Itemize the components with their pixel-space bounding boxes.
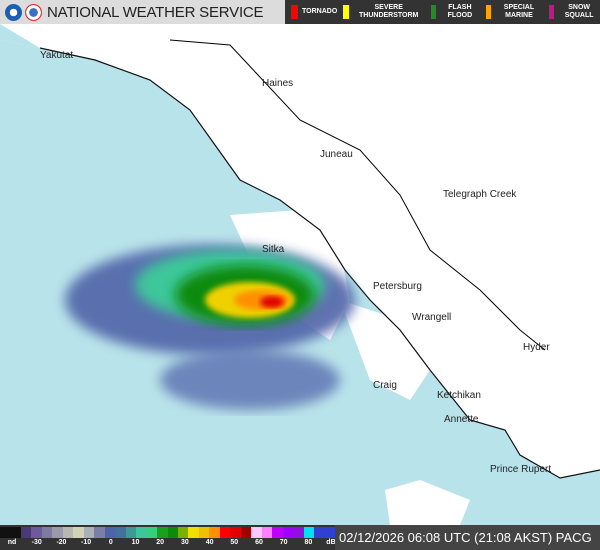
- legend-swatch: [485, 5, 492, 19]
- scale-tick: -30: [31, 539, 42, 546]
- city-label: Haines: [262, 78, 294, 89]
- legend-label: TORNADO: [302, 8, 338, 15]
- noaa-logo-icon: [5, 3, 22, 21]
- scale-color: [261, 527, 273, 538]
- legend-label: SEVERE THUNDERSTORM: [359, 4, 419, 19]
- dbz-scale: nd -30 -20 -10 0 10 20 30 40 50 60 70 80 dBZ: [0, 525, 340, 550]
- scale-ticks: nd -30 -20 -10 0 10 20 30 40 50 60 70 80 dBZ: [0, 538, 340, 550]
- scale-tick: 20: [156, 539, 165, 546]
- mainland-land: [0, 24, 600, 478]
- scale-tick: nd: [7, 539, 17, 546]
- city-label: Telegraph Creek: [443, 189, 517, 200]
- legend-swatch: [548, 5, 555, 19]
- legend-item: SNOW SQUALL: [548, 4, 600, 20]
- scale-tick: 40: [205, 539, 214, 546]
- scale-color: [251, 527, 262, 538]
- legend-label: SPECIAL MARINE: [503, 4, 535, 19]
- city-label: Sitka: [262, 244, 285, 255]
- legend-item: SEVERE THUNDERSTORM: [343, 4, 424, 20]
- island-land: [340, 300, 430, 400]
- city-label: Hyder: [523, 342, 550, 353]
- scale-color: [136, 527, 147, 538]
- border-line: [169, 39, 546, 351]
- scale-color: [230, 527, 241, 538]
- scale-color: [83, 527, 95, 538]
- legend-label: SNOW SQUALL: [564, 4, 594, 19]
- scale-color: [104, 527, 116, 538]
- scale-color: [303, 527, 315, 538]
- legend-item: TORNADO: [291, 5, 337, 19]
- scale-color: [314, 527, 325, 538]
- haida-gwaii: [385, 480, 470, 525]
- radar-echoes: [65, 245, 355, 410]
- scale-tick: 60: [255, 539, 263, 546]
- scale-color: [146, 527, 158, 538]
- scale-color: [0, 527, 11, 538]
- echo-light: [160, 350, 340, 410]
- scale-color: [41, 527, 53, 538]
- scale-colors: [0, 527, 335, 538]
- scale-color: [10, 527, 21, 538]
- scale-tick: -10: [81, 539, 92, 546]
- scale-color: [157, 527, 168, 538]
- scale-color: [125, 527, 137, 538]
- scale-color: [62, 527, 74, 538]
- legend-item: FLASH FLOOD: [430, 4, 480, 20]
- scale-tick: 80: [304, 539, 313, 546]
- scale-color: [293, 527, 304, 538]
- city-label: Wrangell: [412, 312, 452, 323]
- scale-color: [167, 527, 178, 538]
- scale-color: [272, 527, 283, 538]
- scale-color: [73, 527, 84, 538]
- scale-color: [209, 527, 220, 538]
- scale-color: [324, 527, 335, 538]
- city-label: Ketchikan: [437, 390, 481, 401]
- legend-item: SPECIAL MARINE: [485, 4, 543, 20]
- city-label: Yakutat: [40, 50, 74, 61]
- scale-tick: 10: [131, 539, 140, 546]
- scale-tick: 30: [180, 539, 189, 546]
- nws-logo-icon: [25, 3, 42, 21]
- legend-swatch: [430, 5, 437, 19]
- scale-color: [31, 527, 42, 538]
- nws-header: NATIONAL WEATHER SERVICE: [0, 0, 285, 24]
- scale-tick: -20: [56, 539, 67, 546]
- city-label: Juneau: [320, 149, 353, 160]
- coastline: [39, 47, 600, 479]
- scale-tick: dBZ: [326, 539, 340, 546]
- legend-swatch: [343, 5, 349, 19]
- scale-tick: 0: [108, 539, 113, 546]
- legend-swatch: [291, 5, 298, 19]
- scale-color: [20, 527, 32, 538]
- city-label: Annette: [444, 414, 479, 425]
- scale-tick: 50: [230, 539, 239, 546]
- scale-tick: 70: [279, 539, 288, 546]
- echo-intense: [260, 296, 284, 308]
- scale-color: [177, 527, 189, 538]
- timestamp: 02/12/2026 06:08 UTC (21:08 AKST) PACG: [335, 525, 600, 550]
- ocean-inlet: [0, 24, 40, 48]
- scale-color: [240, 527, 252, 538]
- scale-color: [219, 527, 231, 538]
- city-label: Craig: [373, 380, 397, 391]
- header-title: NATIONAL WEATHER SERVICE: [47, 3, 264, 21]
- city-label: Petersburg: [373, 281, 422, 292]
- scale-color: [188, 527, 199, 538]
- scale-color: [94, 527, 105, 538]
- scale-color: [115, 527, 126, 538]
- warning-legend: TORNADO SEVERE THUNDERSTORM FLASH FLOOD SPE…: [285, 0, 600, 24]
- scale-color: [198, 527, 210, 538]
- legend-label: FLASH FLOOD: [447, 4, 473, 19]
- scale-color: [282, 527, 294, 538]
- city-label: Prince Rupert: [490, 464, 552, 475]
- scale-color: [52, 527, 63, 538]
